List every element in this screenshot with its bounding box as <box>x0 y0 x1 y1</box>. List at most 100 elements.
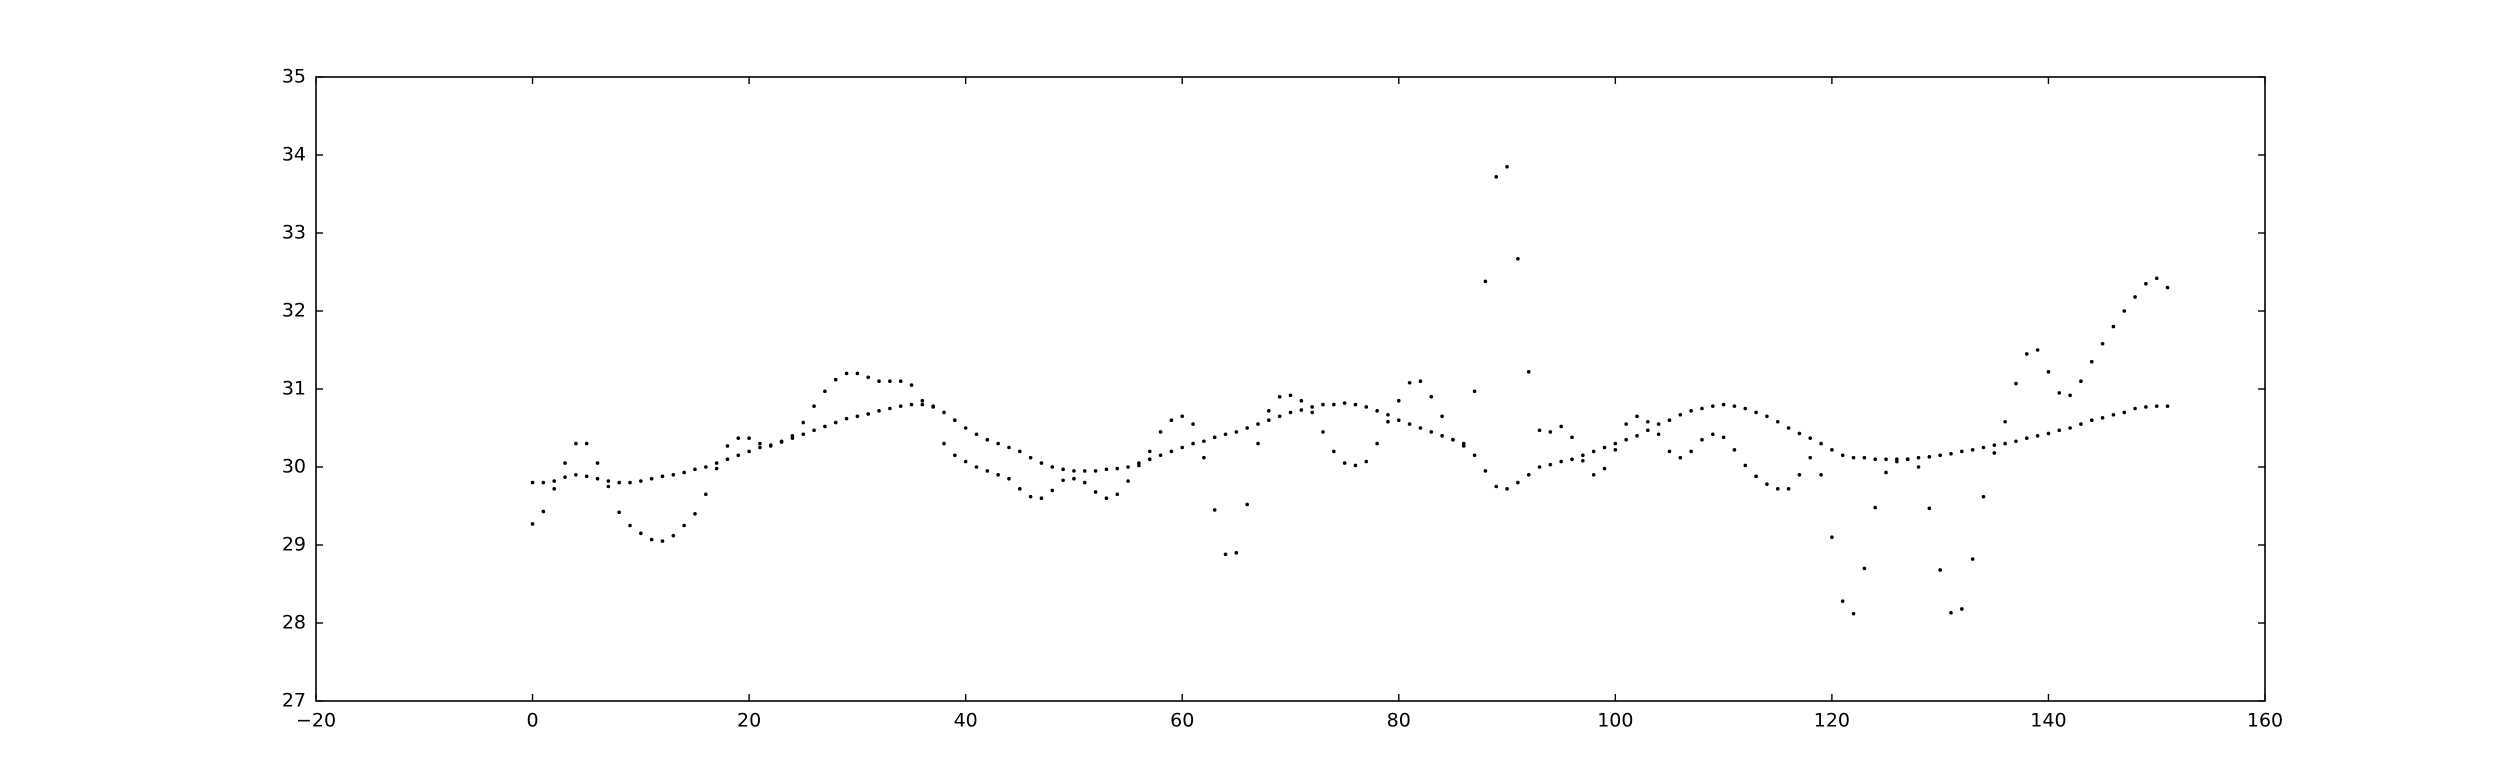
point <box>1494 175 1499 179</box>
point <box>1851 455 1856 460</box>
point <box>1775 419 1780 424</box>
point <box>671 473 676 477</box>
point <box>2014 439 2018 444</box>
point <box>1494 484 1499 489</box>
point <box>2100 416 2105 420</box>
x-tick-label: 0 <box>527 710 539 732</box>
point <box>1353 463 1358 468</box>
point <box>1797 473 1802 477</box>
point <box>963 426 968 430</box>
point <box>595 461 600 465</box>
x-tick-label: 40 <box>954 710 978 732</box>
point <box>1797 431 1802 436</box>
point <box>1808 436 1813 440</box>
point <box>617 480 621 485</box>
point <box>1775 487 1780 491</box>
point <box>1786 426 1791 430</box>
x-tick-label: 60 <box>1170 710 1194 732</box>
point <box>704 465 708 469</box>
point <box>1288 410 1293 415</box>
point <box>1526 473 1531 477</box>
point <box>725 444 730 448</box>
point <box>1992 443 1997 447</box>
x-tick-label: −20 <box>296 710 336 732</box>
point <box>1072 469 1076 473</box>
point <box>1570 457 1574 462</box>
point <box>682 470 686 475</box>
point <box>747 436 751 440</box>
point <box>2035 348 2040 352</box>
point <box>1548 462 1553 467</box>
point <box>1396 398 1401 403</box>
point <box>1191 441 1195 446</box>
point <box>1635 434 1639 438</box>
point <box>714 466 719 471</box>
point <box>1754 410 1758 415</box>
point <box>1884 470 1888 475</box>
point <box>855 414 860 419</box>
point <box>704 492 708 497</box>
point <box>2035 434 2040 438</box>
point <box>1429 395 1434 399</box>
point <box>985 437 990 442</box>
point <box>2100 341 2105 346</box>
point <box>1321 430 1325 434</box>
point <box>1245 502 1249 507</box>
point <box>823 424 827 429</box>
point <box>1440 414 1444 419</box>
point <box>1082 480 1087 485</box>
point <box>1667 418 1672 423</box>
point <box>1689 409 1693 413</box>
point <box>1472 453 1477 458</box>
point <box>963 459 968 464</box>
point <box>1949 451 1953 456</box>
point <box>758 445 762 450</box>
point <box>1072 476 1076 481</box>
point <box>1061 467 1065 472</box>
point <box>2057 391 2062 395</box>
point <box>1093 490 1098 494</box>
point <box>844 371 849 376</box>
point <box>1981 445 1986 450</box>
point <box>2111 412 2116 417</box>
point <box>1451 437 1455 442</box>
point <box>606 479 611 483</box>
point <box>1299 408 1304 412</box>
point <box>1646 419 1650 424</box>
y-tick-label: 27 <box>282 690 306 712</box>
point <box>920 398 925 403</box>
point <box>1028 494 1033 499</box>
point <box>1202 439 1206 444</box>
point <box>2046 431 2051 436</box>
point <box>541 480 546 485</box>
point <box>1007 445 1011 450</box>
point <box>1267 409 1271 413</box>
point <box>1147 449 1152 454</box>
y-tick-label: 32 <box>282 300 306 322</box>
point <box>628 480 632 485</box>
point <box>1927 455 1932 459</box>
point <box>1960 449 1964 454</box>
point <box>1310 405 1314 409</box>
point <box>574 473 578 477</box>
point <box>1624 422 1628 426</box>
point <box>1895 459 1899 464</box>
point <box>1916 455 1921 460</box>
point <box>2133 295 2137 299</box>
point <box>1710 404 1715 408</box>
point <box>2111 324 2116 329</box>
point <box>1916 465 1921 469</box>
point <box>693 467 697 472</box>
point <box>1667 449 1672 454</box>
point <box>1299 398 1304 403</box>
point <box>844 416 849 421</box>
point <box>909 383 914 387</box>
x-tick-label: 20 <box>737 710 761 732</box>
point <box>1646 428 1650 433</box>
point <box>1830 535 1834 539</box>
point <box>1267 418 1271 423</box>
point <box>2089 359 2094 364</box>
point <box>1613 448 1618 452</box>
point <box>1635 414 1639 419</box>
point <box>1981 494 1986 499</box>
